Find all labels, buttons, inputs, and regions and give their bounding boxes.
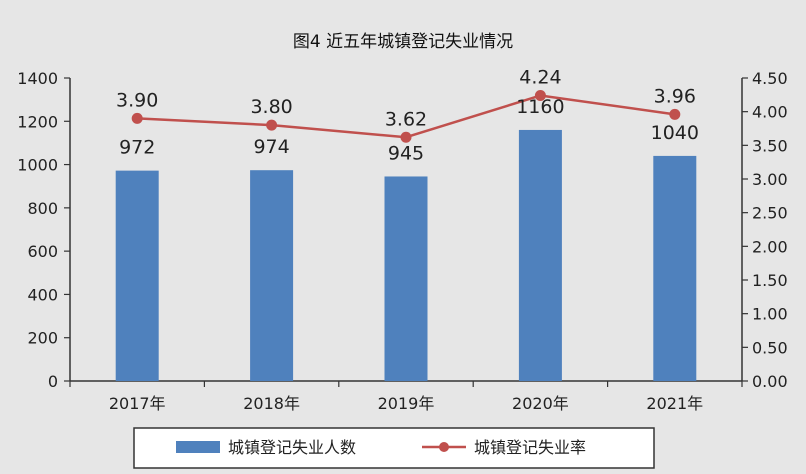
rate-point (534, 90, 546, 102)
legend-swatch-bar (176, 441, 220, 453)
y-right-tick-label: 3.50 (752, 136, 788, 155)
rate-point (400, 131, 412, 143)
bar (518, 129, 562, 381)
y-left-tick-label: 600 (27, 242, 58, 261)
y-right-tick-label: 0.50 (752, 338, 788, 357)
y-left-tick-label: 200 (27, 329, 58, 348)
y-right-tick-label: 3.00 (752, 170, 788, 189)
x-tick-label: 2021年 (646, 394, 703, 413)
y-left-tick-label: 0 (48, 372, 58, 391)
legend-swatch-marker (439, 442, 449, 452)
rate-value-label: 3.80 (250, 96, 292, 118)
bar (384, 176, 428, 381)
y-right-tick-label: 2.50 (752, 204, 788, 223)
rate-point (266, 119, 278, 131)
bar-value-label: 972 (119, 137, 155, 159)
line-series (131, 90, 681, 143)
rate-value-label: 4.24 (519, 67, 561, 89)
bar-value-label: 1040 (651, 122, 699, 144)
rate-point (669, 108, 681, 120)
bar-value-label: 1160 (516, 96, 564, 118)
axes: 0 200 400 600 800 1000 1200 1400 0.00 0.50 1.00 1.5… (17, 69, 787, 413)
bar (115, 170, 159, 381)
x-tick-label: 2020年 (512, 394, 569, 413)
y-left-tick-label: 800 (27, 199, 58, 218)
rate-point (131, 112, 143, 124)
x-tick-label: 2017年 (109, 394, 166, 413)
legend-box (133, 427, 655, 469)
legend: 城镇登记失业人数 城镇登记失业率 (133, 427, 655, 469)
y-left-tick-label: 1400 (17, 69, 58, 88)
y-right-tick-label: 4.00 (752, 103, 788, 122)
bar-series (115, 129, 697, 381)
bar-value-label: 945 (388, 142, 424, 164)
bar (250, 170, 294, 381)
bar (653, 155, 697, 381)
y-left-tick-label: 1000 (17, 156, 58, 175)
y-left-tick-label: 1200 (17, 112, 58, 131)
x-tick-label: 2019年 (378, 394, 435, 413)
y-right-tick-label: 1.00 (752, 305, 788, 324)
rate-value-label: 3.62 (385, 108, 427, 130)
rate-value-label: 3.96 (654, 85, 696, 107)
y-left-tick-label: 400 (27, 285, 58, 304)
y-right-tick-label: 0.00 (752, 372, 788, 391)
y-right-tick-label: 4.50 (752, 69, 788, 88)
x-tick-label: 2018年 (243, 394, 300, 413)
legend-label-bar: 城镇登记失业人数 (228, 438, 356, 457)
bar-value-label: 974 (253, 136, 289, 158)
legend-label-line: 城镇登记失业率 (474, 438, 586, 457)
data-labels: 972 3.90 974 3.80 945 3.62 1160 4.24 1040 3.96 (116, 67, 699, 165)
rate-value-label: 3.90 (116, 89, 158, 111)
chart-title: 图4 近五年城镇登记失业情况 (293, 32, 513, 52)
y-right-tick-label: 2.00 (752, 237, 788, 256)
y-right-tick-label: 1.50 (752, 271, 788, 290)
